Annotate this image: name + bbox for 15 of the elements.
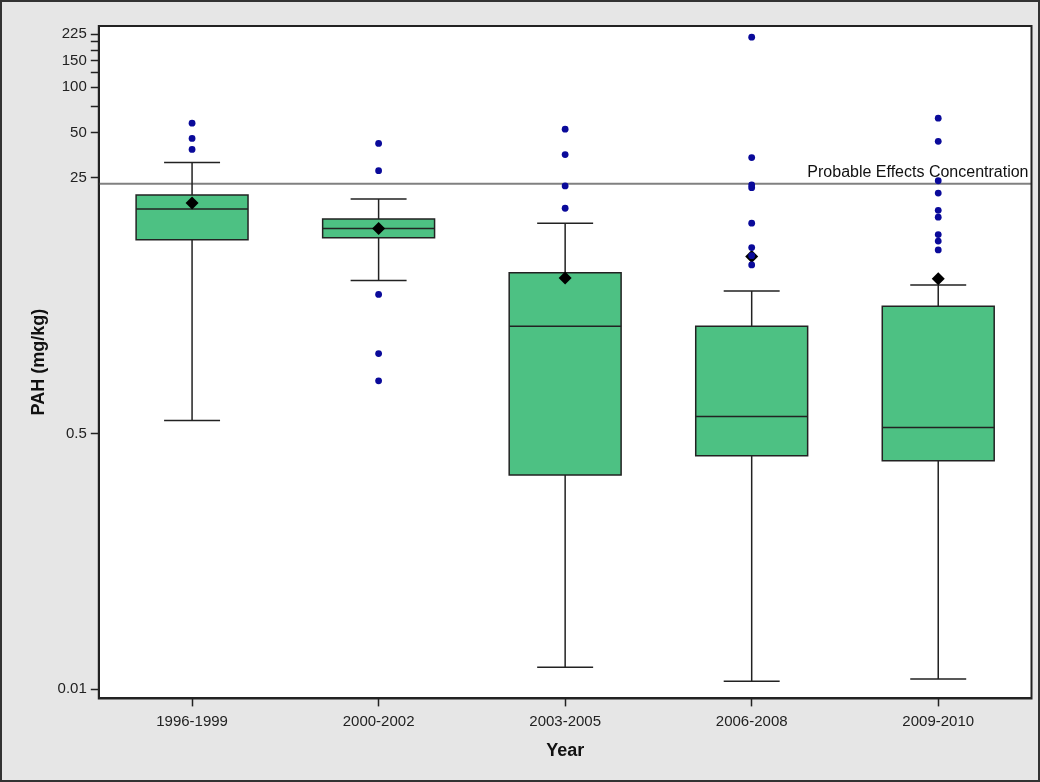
x-tick-label: 1996-1999: [156, 711, 228, 729]
x-tick-label: 2003-2005: [529, 711, 602, 729]
y-axis-title: PAH (mg/kg): [27, 308, 48, 416]
y-tick-label: 50: [70, 122, 87, 140]
y-tick-label: 0.01: [57, 679, 87, 697]
y-tick-label: 225: [61, 24, 87, 42]
x-tick-label: 2000-2002: [342, 711, 415, 729]
y-tick-label: 25: [70, 167, 87, 185]
x-tick-label: 2006-2008: [715, 711, 788, 729]
x-axis-title: Year: [546, 740, 585, 761]
x-tick-label: 2009-2010: [902, 711, 975, 729]
y-tick-label: 0.5: [65, 423, 87, 441]
y-tick-label: 100: [61, 77, 87, 95]
ref-line-label: Probable Effects Concentration: [807, 163, 1029, 181]
y-tick-label: 150: [61, 50, 87, 68]
